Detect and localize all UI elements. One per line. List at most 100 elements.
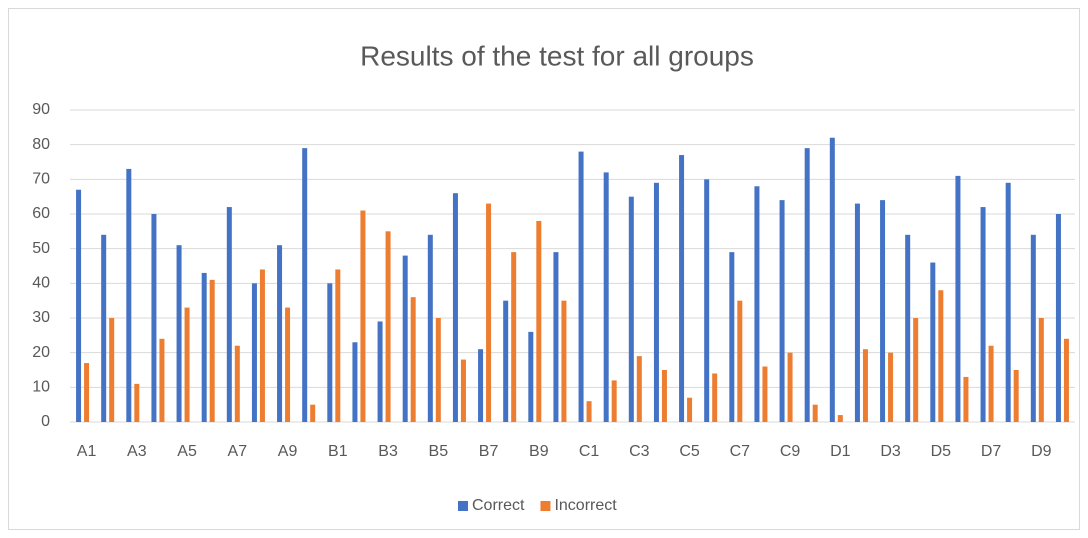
bar [134, 383, 140, 422]
bar [503, 300, 509, 422]
bar [151, 214, 157, 422]
bar [435, 318, 441, 422]
legend-swatch [540, 501, 551, 511]
bar [1055, 214, 1061, 422]
x-tick-label: B9 [529, 443, 549, 460]
bar [277, 245, 283, 422]
y-tick-label: 50 [32, 240, 50, 257]
x-tick-label: D3 [880, 443, 901, 460]
bar [687, 397, 693, 422]
bar [410, 297, 416, 422]
bar [636, 356, 642, 422]
x-tick-label: A9 [278, 443, 298, 460]
bar [913, 318, 919, 422]
x-tick-label: B7 [479, 443, 499, 460]
bar [176, 245, 182, 422]
bar [126, 168, 132, 422]
bar [536, 220, 542, 422]
bar [812, 404, 818, 422]
bar [109, 318, 115, 422]
x-tick-label: A5 [177, 443, 197, 460]
bar [478, 349, 484, 422]
bar [251, 283, 257, 422]
x-tick-label: C5 [679, 443, 700, 460]
bar [804, 148, 810, 422]
legend-label: Correct [472, 497, 525, 514]
bar [377, 321, 383, 422]
bar [76, 189, 82, 422]
bar [285, 307, 291, 422]
bar [829, 137, 835, 422]
chart-title: Results of the test for all groups [360, 40, 754, 71]
bar [628, 196, 634, 422]
bar [880, 200, 886, 422]
x-tick-label: B1 [328, 443, 348, 460]
x-tick-label: D1 [830, 443, 851, 460]
y-tick-label: 0 [41, 413, 50, 430]
x-tick-label: D7 [981, 443, 1002, 460]
bar [653, 182, 659, 422]
bar [352, 342, 358, 422]
bar [234, 345, 240, 422]
bar [561, 300, 567, 422]
x-tick-label: D9 [1031, 443, 1052, 460]
bar [704, 179, 710, 422]
bar [511, 252, 517, 422]
bar [1063, 338, 1069, 422]
bar [360, 210, 366, 422]
bar [905, 234, 911, 422]
bar [159, 338, 165, 422]
bar [603, 172, 609, 422]
bar [201, 272, 207, 422]
x-tick-label: C7 [730, 443, 751, 460]
bar [310, 404, 316, 422]
bar [209, 279, 215, 422]
y-tick-label: 80 [32, 136, 50, 153]
x-tick-label: D5 [931, 443, 952, 460]
bar [729, 252, 735, 422]
bar [1030, 234, 1036, 422]
bar [737, 300, 743, 422]
bar [586, 401, 592, 422]
bar [611, 380, 617, 422]
bar [402, 255, 408, 422]
bar [226, 207, 232, 422]
bar [427, 234, 433, 422]
bar [679, 155, 685, 423]
bar [779, 200, 785, 422]
bar [1005, 182, 1011, 422]
bar [335, 269, 341, 422]
bar [259, 269, 265, 422]
bar [327, 283, 333, 422]
bar [460, 359, 466, 422]
legend-label: Incorrect [554, 497, 617, 514]
bar [988, 345, 994, 422]
x-tick-label: A7 [228, 443, 248, 460]
y-tick-label: 10 [32, 379, 50, 396]
y-tick-label: 60 [32, 205, 50, 222]
x-tick-label: C3 [629, 443, 650, 460]
y-tick-label: 70 [32, 171, 50, 188]
bar [1038, 318, 1044, 422]
x-tick-label: C9 [780, 443, 801, 460]
bar [84, 363, 90, 422]
bar [486, 203, 492, 422]
bar [837, 415, 843, 422]
bar [1013, 370, 1019, 422]
bar [712, 373, 718, 422]
bar [754, 186, 760, 422]
y-tick-label: 30 [32, 309, 50, 326]
chart-border [8, 8, 1080, 530]
bar [930, 262, 936, 422]
bar [862, 349, 868, 422]
bar [578, 151, 584, 422]
x-tick-label: B3 [378, 443, 398, 460]
bar [938, 290, 944, 422]
x-tick-label: A1 [77, 443, 97, 460]
bar [184, 307, 190, 422]
bar [452, 193, 458, 422]
bar [553, 252, 559, 422]
bar [955, 175, 961, 422]
bar [854, 203, 860, 422]
